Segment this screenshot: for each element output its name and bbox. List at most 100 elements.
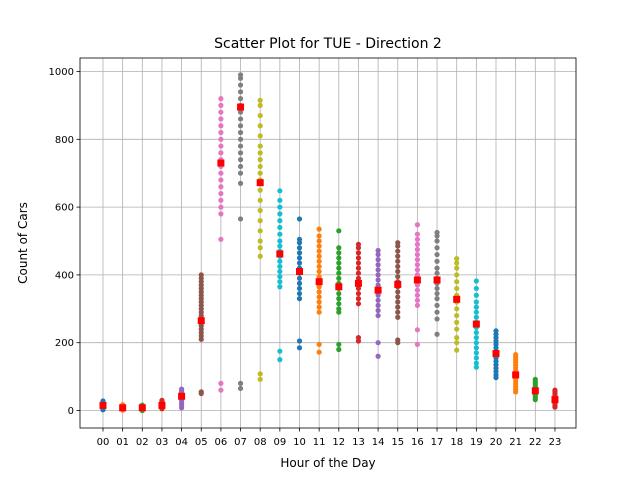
data-point bbox=[316, 294, 322, 300]
data-point bbox=[395, 337, 401, 343]
data-point bbox=[336, 260, 342, 266]
data-point bbox=[296, 250, 303, 256]
data-point bbox=[414, 231, 420, 237]
data-point bbox=[296, 285, 303, 292]
mean-marker bbox=[315, 278, 323, 286]
mean-marker bbox=[413, 276, 421, 284]
data-point bbox=[237, 136, 244, 142]
data-point bbox=[375, 307, 381, 314]
x-tick-label: 02 bbox=[136, 437, 149, 448]
data-point bbox=[434, 309, 440, 315]
data-point bbox=[336, 296, 342, 302]
data-point bbox=[434, 245, 440, 251]
y-tick-label: 800 bbox=[55, 135, 74, 146]
data-point bbox=[218, 136, 224, 142]
data-point bbox=[355, 255, 362, 261]
data-point bbox=[355, 270, 362, 276]
data-point bbox=[198, 272, 204, 278]
data-point bbox=[296, 275, 303, 281]
data-point bbox=[473, 355, 479, 361]
data-point bbox=[336, 346, 342, 353]
data-point bbox=[395, 273, 401, 280]
data-point bbox=[218, 380, 224, 386]
y-tick-label: 400 bbox=[55, 270, 74, 281]
data-point bbox=[336, 228, 342, 234]
data-point bbox=[218, 177, 224, 183]
data-point bbox=[414, 222, 420, 228]
data-point bbox=[277, 268, 283, 275]
data-point bbox=[257, 102, 263, 108]
data-point bbox=[316, 233, 322, 239]
data-point bbox=[257, 187, 263, 193]
data-point bbox=[316, 258, 322, 264]
data-point bbox=[218, 190, 224, 197]
data-point bbox=[454, 335, 460, 341]
data-point bbox=[395, 314, 401, 320]
data-point bbox=[375, 251, 381, 258]
x-tick-label: 11 bbox=[313, 437, 326, 448]
data-point bbox=[375, 272, 381, 278]
data-point bbox=[414, 272, 420, 278]
data-point bbox=[473, 350, 479, 356]
data-point bbox=[395, 263, 401, 270]
data-point bbox=[218, 170, 224, 176]
data-point bbox=[355, 250, 362, 256]
mean-marker bbox=[158, 401, 166, 409]
data-point bbox=[257, 376, 263, 382]
data-point bbox=[375, 292, 381, 298]
data-point bbox=[277, 204, 283, 210]
data-point bbox=[218, 96, 224, 102]
data-point bbox=[355, 260, 362, 266]
data-point bbox=[237, 123, 244, 129]
data-point bbox=[277, 258, 283, 264]
x-tick-label: 20 bbox=[490, 437, 503, 448]
data-point bbox=[316, 304, 322, 310]
data-point bbox=[473, 314, 479, 320]
x-tick-label: 13 bbox=[352, 437, 365, 448]
data-point bbox=[395, 258, 401, 264]
data-point bbox=[414, 236, 420, 242]
data-point bbox=[375, 340, 381, 346]
x-tick-label: 09 bbox=[273, 437, 286, 448]
mean-marker bbox=[296, 268, 303, 276]
data-point bbox=[237, 380, 244, 386]
data-point bbox=[454, 312, 460, 319]
mean-marker bbox=[512, 371, 520, 379]
x-tick-label: 00 bbox=[97, 437, 110, 448]
data-point bbox=[434, 229, 440, 236]
data-point bbox=[434, 265, 440, 271]
data-point bbox=[395, 289, 401, 295]
data-point bbox=[277, 284, 283, 290]
data-point bbox=[473, 335, 479, 341]
data-point bbox=[257, 207, 263, 214]
data-point bbox=[434, 270, 440, 276]
data-point bbox=[395, 304, 401, 310]
data-point bbox=[296, 236, 303, 242]
data-point bbox=[355, 241, 362, 247]
mean-marker bbox=[138, 404, 146, 412]
data-point bbox=[395, 268, 401, 275]
data-point bbox=[237, 157, 244, 163]
data-point bbox=[316, 268, 322, 275]
data-point bbox=[316, 243, 322, 249]
data-point bbox=[277, 211, 283, 217]
data-point bbox=[179, 386, 185, 392]
data-point bbox=[296, 296, 303, 302]
x-tick-label: 10 bbox=[293, 437, 306, 448]
data-point bbox=[434, 251, 440, 258]
data-point bbox=[218, 109, 224, 115]
data-point bbox=[237, 82, 244, 88]
y-tick-label: 1000 bbox=[49, 67, 74, 78]
data-point bbox=[434, 302, 440, 309]
data-point bbox=[355, 335, 362, 341]
data-point bbox=[375, 247, 381, 254]
mean-marker bbox=[276, 250, 284, 258]
x-tick-label: 03 bbox=[156, 437, 169, 448]
x-tick-label: 01 bbox=[116, 437, 129, 448]
data-point bbox=[316, 248, 322, 254]
data-point bbox=[218, 211, 224, 217]
data-point bbox=[355, 301, 362, 307]
data-point bbox=[277, 279, 283, 285]
data-point bbox=[414, 327, 420, 333]
mean-marker bbox=[119, 404, 127, 412]
